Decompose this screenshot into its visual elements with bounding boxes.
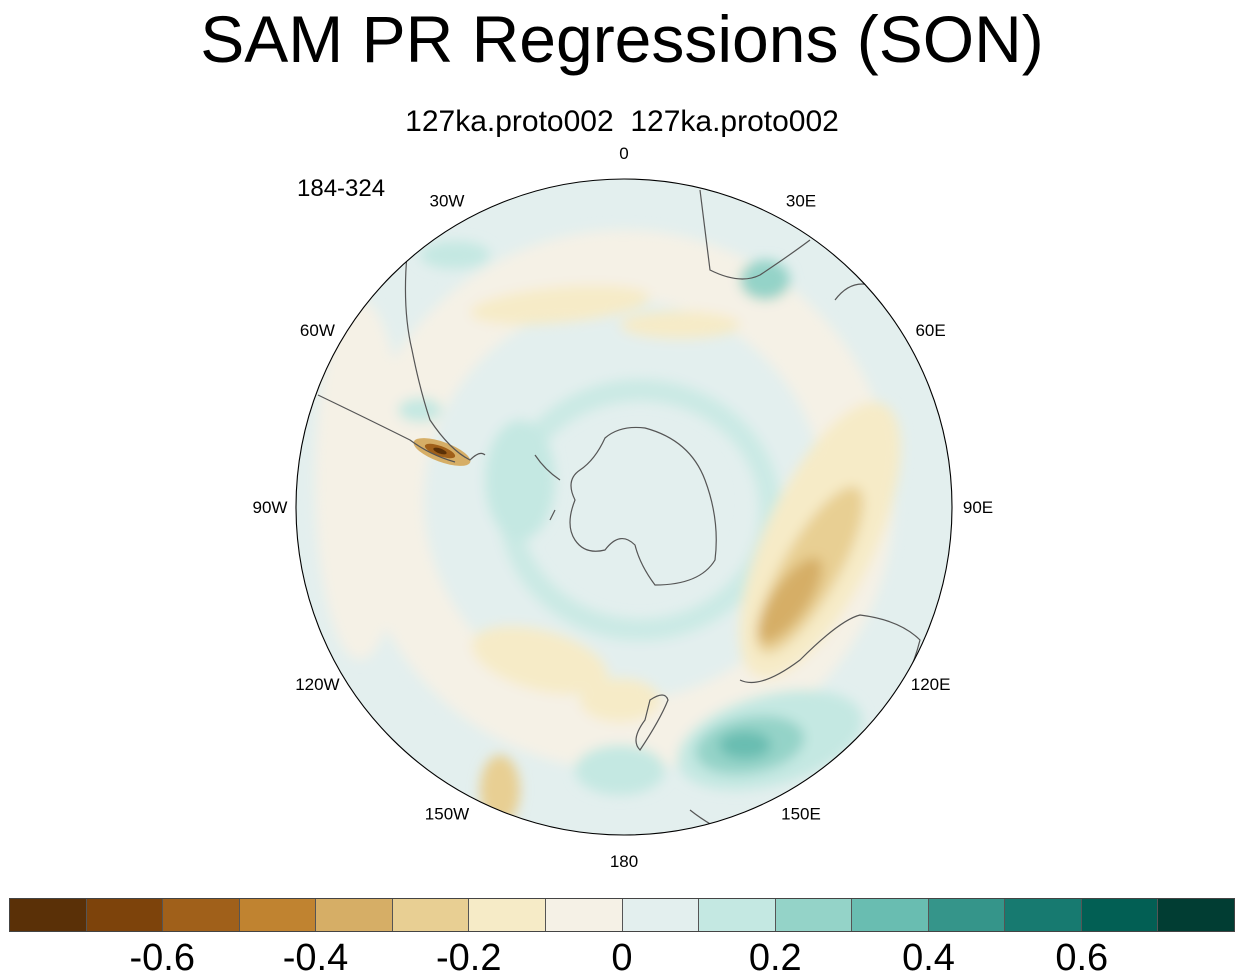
colorbar-box (163, 899, 240, 931)
longitude-label: 60E (915, 321, 945, 340)
colorbar-label: -0.4 (282, 937, 349, 979)
longitude-label: 30W (430, 191, 465, 210)
longitude-label: 0 (619, 144, 628, 163)
colorbar-box (1081, 899, 1159, 931)
colorbar (9, 898, 1235, 932)
colorbar-box (775, 899, 853, 931)
longitude-label: 150W (425, 805, 469, 824)
plot-title: SAM PR Regressions (SON) (200, 2, 1044, 76)
longitude-labels: 0 30E 60E 90E 120E 150E 180 150W 120W 90W 60W 30W (253, 144, 994, 871)
colorbar-box (622, 899, 700, 931)
colorbar-label: -0.2 (436, 937, 502, 979)
colorbar-box (1158, 899, 1234, 931)
longitude-label: 30E (786, 191, 816, 210)
plot-subtitle: 127ka.proto002 127ka.proto002 (405, 105, 839, 138)
colorbar-box (10, 899, 87, 931)
colorbar-label: -0.6 (129, 937, 195, 979)
colorbar-label: 0.6 (1055, 937, 1109, 979)
colorbar-box (86, 899, 164, 931)
longitude-label: 60W (300, 321, 335, 340)
colorbar-label: 0.2 (748, 937, 802, 979)
colorbar-box (316, 899, 393, 931)
colorbar-label: 0 (611, 937, 633, 979)
colorbar-box (545, 899, 623, 931)
longitude-label: 180 (610, 852, 638, 871)
colorbar-box (928, 899, 1006, 931)
period-label: 184-324 (297, 175, 386, 202)
colorbar-box (239, 899, 317, 931)
colorbar-box (699, 899, 776, 931)
colorbar-box (1005, 899, 1082, 931)
colorbar-box (392, 899, 470, 931)
precip-field (296, 179, 952, 835)
longitude-label: 120W (295, 675, 339, 694)
longitude-label: 120E (911, 675, 951, 694)
colorbar-label: 0.4 (902, 937, 955, 979)
longitude-label: 150E (781, 805, 821, 824)
colorbar-box (469, 899, 546, 931)
longitude-label: 90W (253, 498, 288, 517)
longitude-label: 90E (963, 498, 993, 517)
map-boundary (295, 178, 953, 836)
colorbar-box (852, 899, 929, 931)
